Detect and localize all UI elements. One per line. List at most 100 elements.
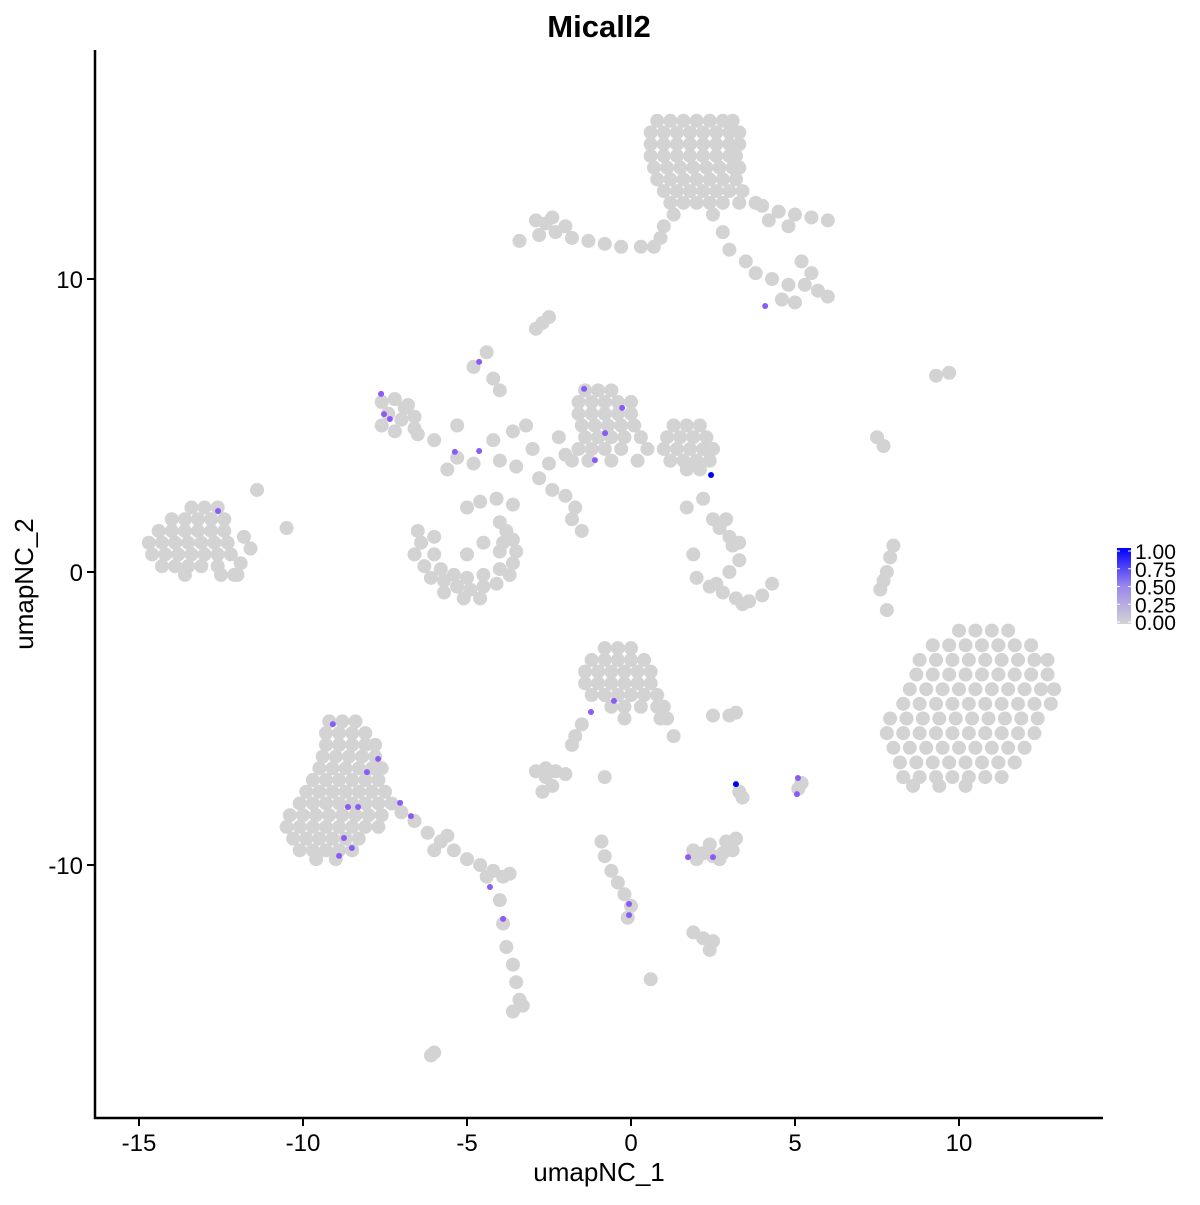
- cell-point: [1011, 652, 1026, 667]
- cell-point: [656, 184, 671, 199]
- cell-point: [460, 852, 474, 867]
- expressing-cell-point: [355, 803, 362, 810]
- expressing-cell-point: [386, 416, 393, 423]
- cell-point: [460, 547, 474, 562]
- cell-point: [997, 711, 1012, 726]
- cell-point: [942, 365, 957, 380]
- cell-point: [722, 125, 737, 140]
- cell-point: [318, 796, 333, 811]
- cell-point: [440, 828, 455, 843]
- colorbar-ticks: 0.000.250.500.751.00: [1117, 541, 1176, 635]
- cell-point: [978, 726, 993, 741]
- cell-point: [722, 565, 737, 579]
- cell-point: [610, 641, 625, 656]
- cell-point: [509, 459, 524, 474]
- cell-point: [722, 184, 737, 199]
- cell-point: [683, 184, 698, 199]
- cell-point: [309, 852, 324, 867]
- cell-point: [899, 711, 914, 726]
- cell-point: [965, 711, 980, 726]
- expressing-cell-point: [708, 472, 715, 479]
- cell-point: [669, 184, 684, 199]
- cell-point: [591, 664, 606, 679]
- cell-point: [371, 796, 386, 811]
- cell-point: [204, 512, 219, 527]
- cell-point: [177, 523, 192, 538]
- cell-point: [892, 755, 907, 770]
- cell-point: [466, 456, 481, 471]
- cell-point: [610, 875, 625, 890]
- cell-point: [994, 726, 1009, 741]
- y-tick-label: 10: [56, 267, 83, 294]
- cell-point: [542, 456, 556, 471]
- cell-point: [578, 676, 593, 691]
- cell-point: [584, 688, 599, 703]
- cell-point: [571, 395, 586, 410]
- cell-point: [351, 761, 366, 776]
- x-tick-label: 0: [624, 1130, 637, 1157]
- cell-point: [958, 755, 973, 770]
- cell-point: [446, 843, 461, 858]
- expressing-cell-point: [500, 915, 507, 922]
- cell-point: [384, 796, 399, 811]
- cell-point: [374, 761, 389, 776]
- cell-point: [702, 195, 717, 210]
- cell-point: [141, 535, 156, 550]
- expressing-cell-point: [344, 803, 351, 810]
- expressing-cell-point: [451, 448, 458, 455]
- cell-point: [699, 160, 714, 175]
- expressing-cell-point: [329, 721, 336, 728]
- cell-point: [643, 664, 658, 679]
- cell-point: [1027, 726, 1042, 741]
- y-tick-label: 0: [70, 560, 83, 587]
- cell-point: [1024, 667, 1039, 682]
- cell-point: [318, 773, 333, 788]
- cell-point: [873, 582, 888, 597]
- cell-point: [771, 204, 786, 219]
- cell-point: [223, 547, 238, 562]
- cell-point: [715, 195, 730, 210]
- cell-point: [686, 160, 701, 175]
- cell-point: [296, 808, 310, 823]
- cell-point: [210, 500, 225, 515]
- expressing-cell-point: [476, 358, 483, 365]
- cell-point: [1017, 740, 1032, 755]
- cell-point: [958, 667, 973, 682]
- cell-point: [305, 773, 320, 788]
- cell-point: [696, 148, 711, 163]
- cell-point: [597, 641, 612, 656]
- cell-point: [666, 729, 681, 744]
- expressing-cell-point: [581, 385, 588, 392]
- cell-point: [558, 767, 573, 782]
- expressing-cell-point: [378, 390, 385, 397]
- cell-point: [378, 784, 392, 799]
- cell-point: [551, 430, 566, 445]
- cell-point: [925, 667, 940, 682]
- cell-point: [732, 195, 747, 210]
- cell-point: [318, 819, 333, 834]
- cell-point: [345, 726, 360, 741]
- cell-point: [637, 688, 652, 703]
- cell-point: [624, 406, 638, 421]
- cell-point: [912, 652, 927, 667]
- cell-point: [722, 242, 737, 257]
- cell-point: [614, 239, 629, 254]
- cell-point: [679, 462, 694, 477]
- cell-point: [669, 148, 684, 163]
- cell-point: [1007, 638, 1022, 653]
- x-axis-label: umapNC_1: [533, 1157, 665, 1187]
- cell-point: [709, 125, 724, 140]
- cell-point: [545, 210, 560, 225]
- cell-point: [492, 383, 507, 398]
- cell-point: [624, 641, 638, 656]
- cell-point: [761, 213, 776, 228]
- cell-point: [515, 998, 530, 1013]
- cell-point: [236, 529, 251, 544]
- cell-point: [643, 137, 658, 152]
- cell-point: [929, 368, 944, 383]
- cell-point: [476, 567, 491, 582]
- expressing-cell-point: [732, 781, 739, 788]
- cell-point: [952, 682, 966, 697]
- cell-point: [725, 113, 740, 128]
- cell-point: [689, 172, 704, 187]
